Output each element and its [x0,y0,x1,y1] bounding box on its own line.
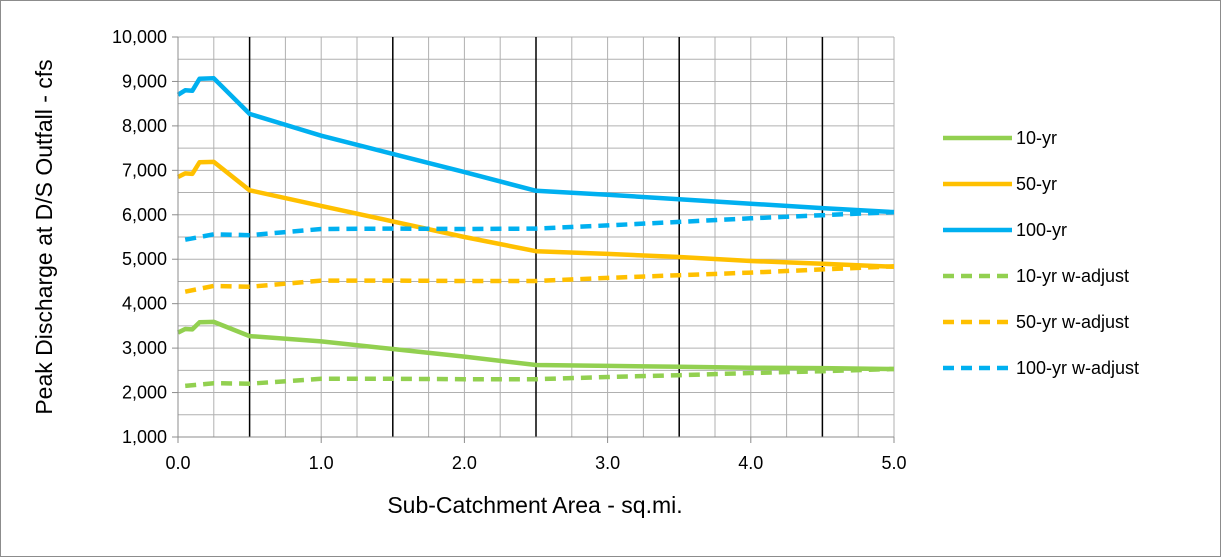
x-tick-label: 0.0 [165,453,190,473]
y-tick-label: 4,000 [122,294,167,314]
y-tick-label: 7,000 [122,160,167,180]
series-line-50-yr-w-adjust [184,264,895,294]
y-tick-label: 10,000 [112,27,167,47]
y-tick-label: 5,000 [122,249,167,269]
legend-label: 50-yr w-adjust [1016,312,1129,332]
series-line-50-yr [176,159,895,270]
y-tick-label: 8,000 [122,116,167,136]
y-tick-label: 2,000 [122,383,167,403]
x-axis-title: Sub-Catchment Area - sq.mi. [387,492,682,518]
series-line-10-yr [176,319,895,372]
x-tick-label: 1.0 [309,453,334,473]
series-lines [176,76,895,389]
legend-label: 10-yr [1016,128,1057,148]
series-line-100-yr-w-adjust [184,209,895,242]
y-axis-title: Peak Discharge at D/S Outfall - cfs [31,59,57,414]
y-tick-label: 3,000 [122,338,167,358]
series-line-10-yr-w-adjust [184,366,895,389]
x-tick-label: 3.0 [595,453,620,473]
legend-label: 100-yr w-adjust [1016,358,1139,378]
legend: 10-yr 50-yr 100-yr 10-yr w-adjust 50-yr w-ad… [943,128,1139,378]
y-tick-label: 9,000 [122,71,167,91]
y-tick-label: 1,000 [122,427,167,447]
y-tick-label: 6,000 [122,205,167,225]
x-tick-label: 5.0 [881,453,906,473]
legend-label: 50-yr [1016,174,1057,194]
x-tick-label: 2.0 [452,453,477,473]
axes: 1,000 2,000 3,000 4,000 5,000 6,000 7,000 8,000… [112,27,907,473]
x-tick-label: 4.0 [738,453,763,473]
legend-label: 10-yr w-adjust [1016,266,1129,286]
legend-label: 100-yr [1016,220,1067,240]
series-line-100-yr [176,76,895,215]
